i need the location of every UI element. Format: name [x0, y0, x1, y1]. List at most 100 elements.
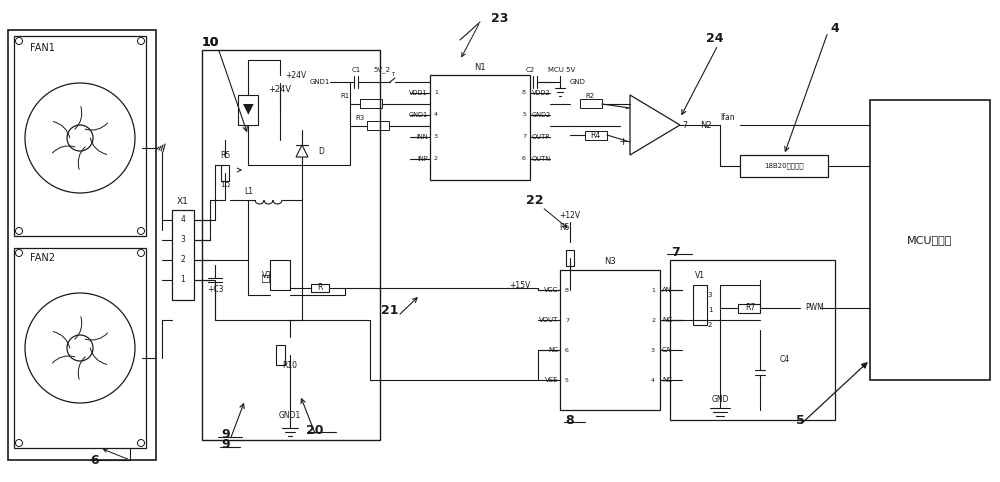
Bar [740, 155, 828, 177]
Polygon shape [630, 95, 680, 155]
Text: ☐: ☐ [260, 275, 270, 285]
Text: 4: 4 [434, 112, 438, 118]
Text: VOUT: VOUT [539, 317, 558, 323]
Text: 24: 24 [706, 31, 724, 44]
Text: 1: 1 [651, 287, 655, 293]
Text: 3: 3 [708, 292, 712, 298]
Bar [221, 165, 229, 181]
Text: 5: 5 [522, 112, 526, 118]
Text: C4: C4 [780, 356, 790, 364]
Text: 2: 2 [708, 322, 712, 328]
Text: 5V_2: 5V_2 [374, 67, 390, 73]
Text: R5: R5 [220, 150, 230, 160]
Text: 3: 3 [181, 236, 185, 244]
Bar [8, 30, 156, 460]
Text: NC: NC [662, 317, 672, 323]
Text: 6: 6 [565, 348, 569, 352]
Text: 2: 2 [181, 255, 185, 265]
Text: +C3: +C3 [207, 285, 223, 295]
Text: T: T [391, 71, 395, 77]
Text: R10: R10 [283, 361, 298, 370]
Text: N2: N2 [700, 120, 712, 130]
Text: 6: 6 [91, 454, 99, 467]
Text: AN: AN [662, 287, 672, 293]
Bar [430, 75, 530, 180]
FancyArrowPatch shape [85, 123, 108, 130]
Text: 2: 2 [434, 157, 438, 161]
Text: X1: X1 [177, 198, 189, 206]
Text: L1: L1 [244, 187, 253, 197]
Text: FAN2: FAN2 [30, 253, 55, 263]
Text: MCU 5V: MCU 5V [548, 67, 575, 73]
Text: R6: R6 [560, 224, 570, 232]
Text: MCU控制器: MCU控制器 [907, 235, 953, 245]
Text: ▼: ▼ [243, 101, 253, 115]
Bar [738, 304, 760, 313]
Text: 18B20温度检测: 18B20温度检测 [764, 163, 804, 169]
Text: R1: R1 [341, 93, 350, 99]
Text: 20: 20 [306, 424, 324, 437]
FancyArrowPatch shape [90, 348, 107, 364]
Text: 10: 10 [201, 36, 219, 49]
Bar [238, 95, 258, 125]
Text: PWM: PWM [805, 304, 824, 312]
FancyArrowPatch shape [75, 317, 82, 339]
Bar [580, 99, 602, 108]
Text: VCC: VCC [544, 287, 558, 293]
Text: Ifan: Ifan [720, 113, 735, 122]
Text: 1: 1 [708, 307, 712, 313]
Text: +: + [619, 137, 628, 147]
FancyArrowPatch shape [90, 138, 107, 154]
Text: OUTN: OUTN [532, 156, 551, 162]
Bar [14, 248, 146, 448]
FancyArrowPatch shape [78, 357, 85, 379]
Text: VDD2: VDD2 [532, 90, 551, 96]
Bar [870, 100, 990, 380]
Bar [560, 270, 660, 410]
Text: D: D [318, 147, 324, 157]
Text: N1: N1 [474, 63, 486, 71]
Bar [566, 250, 574, 266]
Text: NC: NC [548, 347, 558, 353]
Text: 23: 23 [491, 12, 509, 25]
Text: NC: NC [662, 377, 672, 383]
Text: 10: 10 [201, 36, 219, 49]
FancyArrowPatch shape [52, 146, 75, 153]
Bar [311, 284, 329, 292]
Text: +24V: +24V [268, 85, 292, 94]
Text: GND1: GND1 [409, 112, 428, 118]
Text: 9: 9 [222, 428, 230, 442]
Text: OUTP: OUTP [532, 134, 550, 140]
Text: +12V: +12V [559, 211, 581, 219]
Text: INP: INP [417, 156, 428, 162]
Text: 8: 8 [566, 414, 574, 427]
Text: +15V: +15V [509, 281, 530, 290]
Bar [276, 345, 285, 365]
Text: 4: 4 [651, 377, 655, 383]
Text: 3: 3 [434, 134, 438, 139]
Text: FAN1: FAN1 [30, 43, 55, 53]
Bar [585, 131, 607, 140]
Text: +24V: +24V [285, 70, 306, 80]
Text: CA: CA [662, 347, 672, 353]
Text: 1: 1 [181, 276, 185, 284]
Text: C2: C2 [526, 67, 535, 73]
Bar [202, 50, 380, 440]
FancyArrowPatch shape [75, 107, 82, 129]
FancyArrowPatch shape [53, 121, 70, 138]
Text: 4: 4 [831, 22, 839, 35]
Text: 9: 9 [222, 439, 230, 452]
Text: 6: 6 [522, 157, 526, 161]
Text: 1Ω: 1Ω [220, 182, 230, 188]
Text: R2: R2 [585, 93, 595, 99]
Text: 5: 5 [796, 414, 804, 427]
FancyArrowPatch shape [52, 356, 75, 363]
Text: 8: 8 [565, 287, 569, 293]
Text: R: R [317, 283, 323, 293]
Text: 5: 5 [565, 377, 569, 383]
Text: 7: 7 [671, 245, 679, 258]
Text: GND2: GND2 [532, 112, 551, 118]
Text: V1: V1 [695, 270, 705, 280]
Bar [670, 260, 835, 420]
Text: VDD1: VDD1 [409, 90, 428, 96]
